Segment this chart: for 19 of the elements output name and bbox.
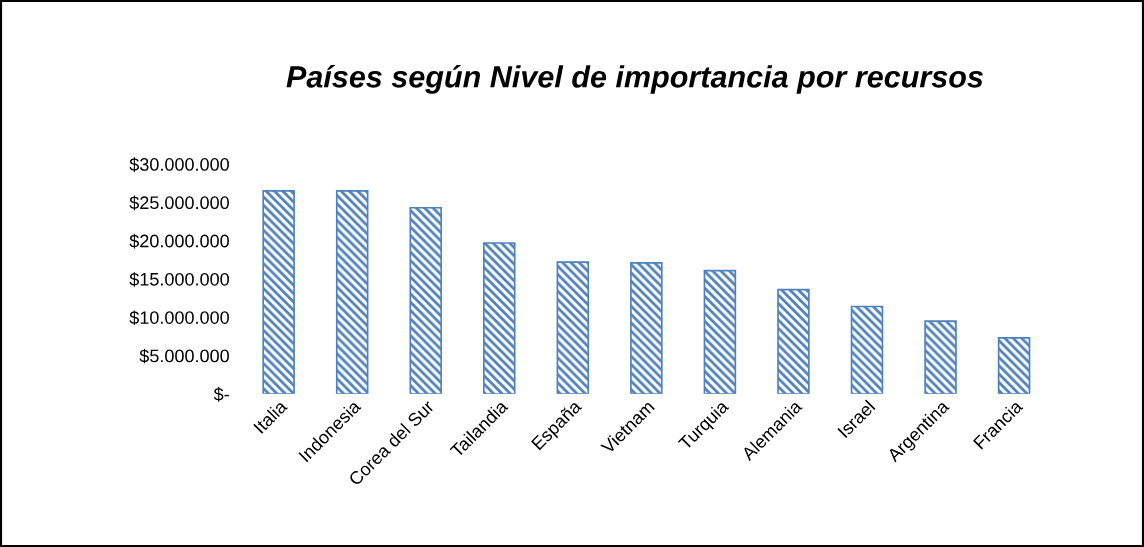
- bar: [262, 190, 295, 394]
- bar: [482, 242, 516, 394]
- y-tick-label: $10.000.000: [129, 310, 229, 326]
- bar: [335, 190, 369, 394]
- bar: [630, 262, 663, 394]
- bar: [997, 337, 1031, 394]
- y-tick-label: $25.000.000: [129, 195, 229, 211]
- bar: [556, 261, 590, 394]
- bar: [924, 320, 957, 394]
- y-tick-label: $20.000.000: [129, 233, 229, 249]
- bar: [850, 305, 884, 394]
- bar: [777, 288, 810, 394]
- y-tick-label: $5.000.000: [139, 348, 229, 364]
- chart-title: Países según Nivel de importancia por recursos: [286, 64, 983, 94]
- y-tick-label: $15.000.000: [129, 272, 229, 287]
- y-tick-label: $-: [213, 387, 229, 402]
- y-tick-label: $30.000.000: [129, 157, 229, 172]
- bar: [703, 269, 737, 394]
- bar: [409, 206, 443, 394]
